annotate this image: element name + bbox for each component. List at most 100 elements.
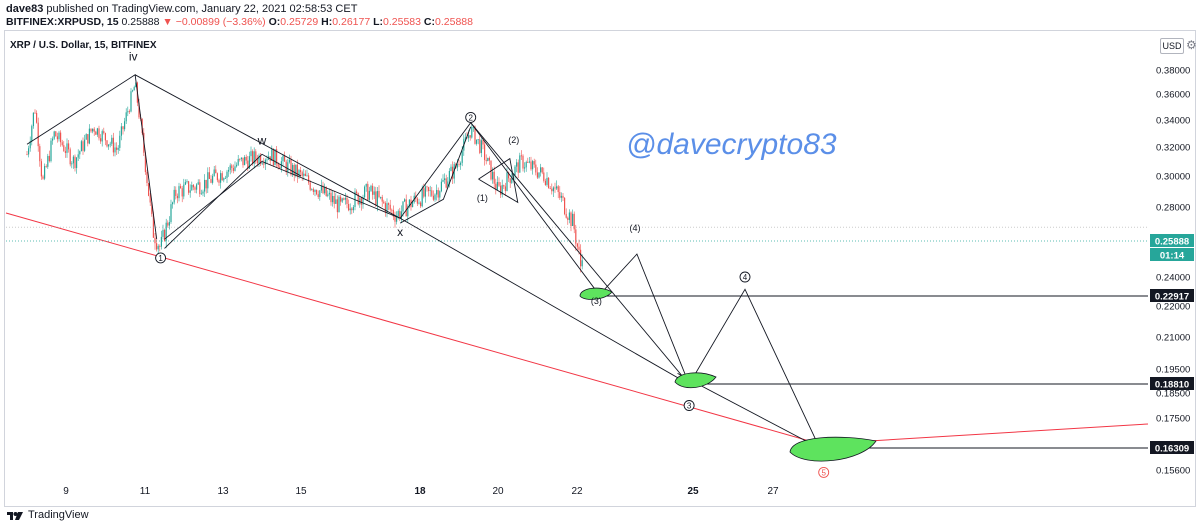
- candle-body: [173, 189, 175, 203]
- candle-body: [101, 131, 103, 142]
- candle-body: [64, 151, 66, 153]
- candle-body: [388, 203, 390, 205]
- candle-body: [469, 135, 471, 138]
- settings-icon[interactable]: ⚙: [1186, 38, 1197, 52]
- candle-body: [525, 161, 527, 168]
- candle-body: [391, 209, 393, 211]
- chart-frame: [4, 30, 1196, 507]
- candle-body: [216, 173, 218, 181]
- candle-body: [452, 166, 454, 179]
- wave-iv-to-3: [134, 74, 690, 385]
- candle-body: [517, 162, 519, 173]
- price-label-box: [1150, 441, 1194, 454]
- candle-body: [533, 161, 535, 165]
- candle-body: [501, 185, 503, 195]
- candle-body: [122, 126, 124, 130]
- candle-body: [464, 137, 466, 140]
- candle-body: [144, 152, 146, 173]
- wave-circle-marker: [739, 271, 751, 283]
- candle-body: [213, 169, 215, 176]
- candle-body: [324, 186, 326, 194]
- candle-body: [178, 186, 180, 199]
- candle-body: [264, 159, 266, 165]
- candle-body: [274, 149, 276, 166]
- candle-body: [503, 185, 505, 187]
- candle-body: [576, 243, 578, 247]
- candle-body: [488, 157, 490, 161]
- currency-button[interactable]: USD: [1160, 38, 1184, 54]
- candle-body: [420, 202, 422, 207]
- candle-body: [296, 164, 298, 177]
- candle-body: [226, 171, 228, 178]
- candle-body: [228, 169, 230, 172]
- candle-body: [471, 126, 473, 138]
- candle-body: [162, 229, 164, 237]
- y-tick-label: 0.36000: [1156, 90, 1190, 101]
- candle-body: [319, 190, 321, 197]
- y-tick-label: 0.17500: [1156, 414, 1190, 425]
- candle-body: [581, 260, 583, 267]
- candle-body: [546, 177, 548, 185]
- candle-body: [485, 159, 487, 162]
- candle-body: [407, 206, 409, 217]
- candle-body: [79, 151, 81, 155]
- author-name: dave83: [6, 3, 44, 15]
- candle-body: [72, 156, 74, 164]
- candle-body: [402, 201, 404, 212]
- candle-body: [528, 161, 530, 163]
- candle-body: [300, 170, 302, 173]
- candle-body: [570, 212, 572, 227]
- candle-body: [476, 139, 478, 144]
- candle-body: [493, 171, 495, 184]
- candle-body: [250, 151, 252, 157]
- wave-circle-marker: [683, 400, 695, 411]
- candle-body: [44, 166, 46, 179]
- candle-body: [69, 149, 71, 165]
- candle-body: [183, 184, 185, 197]
- candle-body: [468, 135, 470, 139]
- candle-body: [327, 194, 329, 197]
- candle-body: [55, 131, 57, 137]
- candle-body: [184, 182, 186, 185]
- candle-body: [133, 87, 135, 91]
- candle-body: [284, 155, 286, 162]
- footer: TradingView: [4, 507, 304, 525]
- candle-body: [336, 199, 338, 213]
- candle-body: [496, 182, 498, 190]
- candle-body: [154, 237, 156, 244]
- candle-body: [351, 208, 353, 211]
- candle-body: [352, 206, 354, 211]
- candle-body: [200, 193, 202, 195]
- candle-body: [330, 192, 332, 203]
- candle-body: [479, 139, 481, 153]
- candle-body: [328, 192, 330, 195]
- chart-legend: XRP / U.S. Dollar, 15, BITFINEX: [10, 40, 157, 51]
- candle-body: [34, 112, 36, 114]
- candle-body: [104, 133, 106, 141]
- candle-body: [279, 166, 281, 169]
- candle-body: [189, 190, 191, 193]
- x-tick-label: 27: [767, 486, 779, 497]
- ohlc-line: BITFINEX:XRPUSD, 15 0.25888 ▼ −0.00899 (…: [6, 16, 473, 29]
- symbol-text: BITFINEX:XRPUSD, 15: [6, 16, 119, 28]
- x-tick-label: 22: [571, 486, 583, 497]
- candle-body: [116, 147, 118, 150]
- candle-body: [240, 157, 242, 160]
- candle-body: [554, 187, 556, 189]
- candle-body: [508, 172, 510, 179]
- candle-body: [261, 163, 263, 165]
- candle-body: [551, 188, 553, 192]
- price-label-box: [1150, 289, 1194, 302]
- candle-body: [346, 197, 348, 204]
- high-label: H:: [321, 16, 333, 28]
- candle-body: [266, 159, 268, 161]
- candle-body: [125, 112, 127, 122]
- price-label-box: [1150, 234, 1194, 247]
- candle-body: [442, 180, 444, 182]
- candle-body: [530, 161, 532, 170]
- candle-body: [372, 185, 374, 195]
- candle-body: [565, 214, 567, 218]
- candle-body: [325, 186, 327, 197]
- candle-body: [90, 128, 92, 132]
